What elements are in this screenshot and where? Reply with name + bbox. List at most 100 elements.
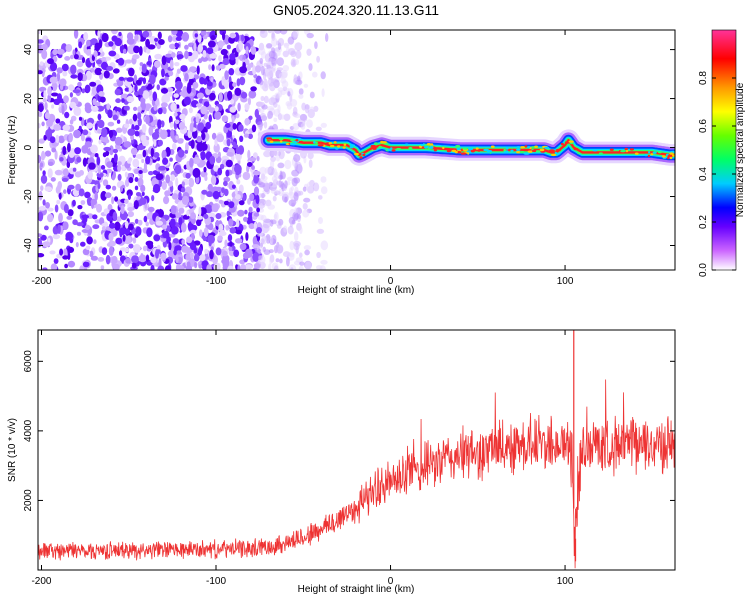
noise-blob bbox=[256, 155, 260, 162]
noise-blob bbox=[94, 123, 98, 131]
noise-blob bbox=[192, 81, 199, 89]
noise-blob bbox=[135, 226, 142, 236]
noise-blob bbox=[165, 53, 173, 58]
noise-blob bbox=[203, 101, 210, 108]
noise-blob bbox=[148, 171, 154, 176]
noise-blob bbox=[149, 36, 157, 44]
signal-speckle bbox=[519, 146, 526, 149]
signal-speckle bbox=[467, 152, 470, 155]
noise-blob bbox=[302, 203, 308, 210]
noise-blob bbox=[316, 55, 320, 63]
noise-blob bbox=[309, 106, 315, 111]
noise-blob bbox=[269, 236, 274, 245]
noise-blob bbox=[299, 261, 305, 266]
noise-blob bbox=[54, 150, 58, 160]
y-tick-label: 2000 bbox=[23, 489, 34, 512]
noise-blob bbox=[320, 240, 329, 251]
signal-speckle bbox=[290, 142, 296, 146]
noise-blob bbox=[235, 147, 241, 155]
noise-blob bbox=[199, 229, 203, 238]
noise-blob bbox=[138, 88, 144, 96]
signal-speckle bbox=[534, 145, 538, 148]
noise-blob bbox=[121, 98, 125, 103]
noise-blob bbox=[292, 106, 298, 116]
noise-blob bbox=[277, 90, 283, 98]
noise-blob bbox=[111, 196, 115, 205]
noise-blob bbox=[204, 175, 208, 182]
noise-blob bbox=[101, 56, 107, 61]
noise-blob bbox=[276, 244, 284, 254]
noise-blob bbox=[302, 114, 308, 122]
noise-blob bbox=[176, 68, 181, 74]
x-tick-label: -200 bbox=[31, 576, 51, 587]
noise-blob bbox=[114, 221, 121, 231]
noise-blob bbox=[285, 101, 292, 107]
noise-blob bbox=[254, 108, 259, 118]
noise-blob bbox=[220, 48, 228, 56]
noise-blob bbox=[200, 151, 206, 161]
noise-blob bbox=[218, 55, 222, 62]
signal-speckle bbox=[516, 151, 521, 154]
x-tick-label: 100 bbox=[557, 576, 574, 587]
y-tick-label: -20 bbox=[23, 189, 34, 204]
noise-blob bbox=[161, 149, 167, 160]
noise-blob bbox=[108, 41, 114, 47]
noise-blob bbox=[64, 56, 71, 61]
noise-blob bbox=[277, 38, 285, 46]
noise-blob bbox=[208, 40, 216, 48]
noise-blob bbox=[233, 249, 240, 258]
noise-blob bbox=[227, 90, 233, 101]
noise-blob bbox=[56, 67, 63, 74]
noise-blob bbox=[164, 265, 171, 270]
noise-blob bbox=[62, 169, 69, 175]
signal-band-layer bbox=[267, 139, 675, 157]
noise-blob bbox=[119, 212, 128, 220]
noise-blob bbox=[170, 174, 176, 182]
noise-blob bbox=[63, 248, 68, 256]
noise-blob bbox=[95, 59, 102, 65]
noise-blob bbox=[248, 206, 253, 213]
noise-blob bbox=[61, 63, 69, 72]
noise-blob bbox=[156, 84, 160, 91]
noise-blob bbox=[108, 50, 117, 57]
noise-blob bbox=[201, 142, 206, 152]
noise-blob bbox=[103, 208, 110, 215]
noise-blob bbox=[130, 134, 135, 141]
signal-speckle bbox=[354, 152, 359, 156]
noise-blob bbox=[249, 193, 255, 202]
signal-speckle bbox=[387, 148, 392, 151]
signal-speckle bbox=[667, 154, 674, 158]
noise-blob bbox=[277, 223, 282, 229]
noise-blob bbox=[286, 176, 294, 181]
noise-blob bbox=[161, 55, 167, 66]
noise-blob bbox=[107, 121, 115, 127]
noise-blob bbox=[153, 152, 160, 158]
noise-blob bbox=[209, 92, 216, 101]
noise-blob bbox=[86, 122, 93, 129]
noise-blob bbox=[55, 118, 61, 124]
y-tick-label: 6000 bbox=[23, 350, 34, 373]
noise-blob bbox=[169, 43, 177, 50]
noise-blob bbox=[62, 255, 69, 260]
noise-blob bbox=[190, 139, 195, 149]
noise-blob bbox=[218, 199, 224, 204]
noise-blob bbox=[234, 187, 238, 196]
noise-blob bbox=[68, 132, 73, 143]
noise-blob bbox=[112, 185, 117, 191]
noise-blob bbox=[288, 191, 295, 199]
noise-blob bbox=[188, 107, 193, 114]
noise-blob bbox=[96, 172, 104, 178]
noise-blob bbox=[256, 245, 264, 254]
noise-blob bbox=[288, 216, 296, 225]
noise-blob bbox=[126, 95, 135, 103]
noise-blob bbox=[208, 64, 212, 70]
noise-blob bbox=[249, 157, 257, 162]
signal-speckle bbox=[362, 153, 366, 157]
noise-blob bbox=[256, 207, 260, 213]
noise-blob bbox=[189, 252, 194, 259]
noise-blob bbox=[107, 109, 113, 119]
signal-speckle bbox=[328, 142, 332, 145]
noise-blob bbox=[158, 39, 165, 45]
noise-blob bbox=[222, 31, 226, 41]
noise-blob bbox=[169, 157, 173, 162]
